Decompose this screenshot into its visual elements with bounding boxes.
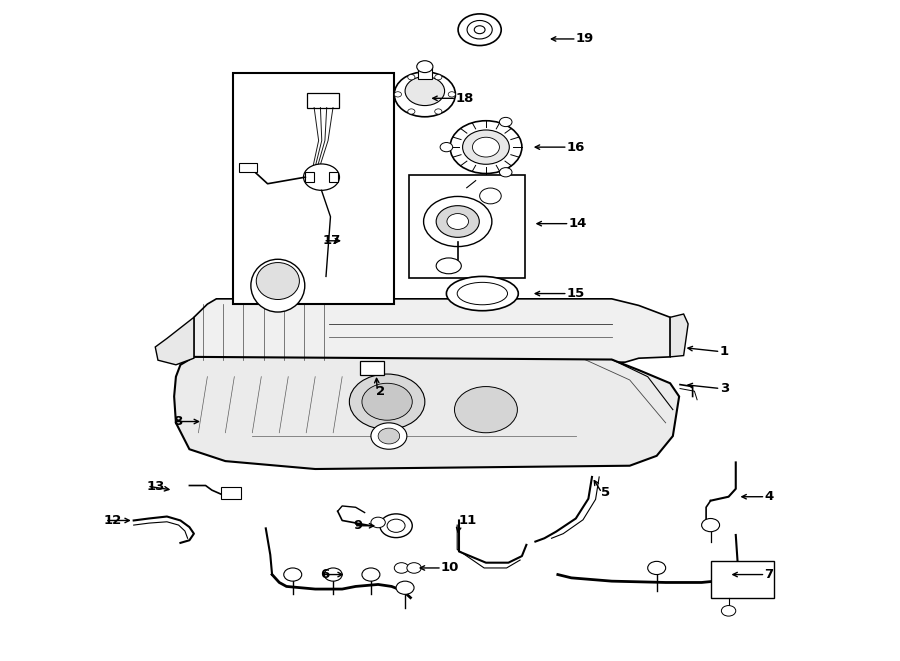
Text: 17: 17: [322, 234, 340, 247]
Text: 2: 2: [376, 385, 385, 398]
Text: 15: 15: [567, 287, 585, 300]
Text: 7: 7: [764, 568, 774, 581]
Circle shape: [371, 517, 385, 527]
Bar: [360, 361, 383, 375]
Text: 6: 6: [320, 568, 329, 581]
Circle shape: [447, 214, 469, 229]
Circle shape: [324, 568, 342, 581]
Text: 11: 11: [459, 514, 477, 527]
Text: 3: 3: [720, 382, 729, 395]
Text: 9: 9: [353, 520, 362, 532]
Circle shape: [371, 423, 407, 449]
Circle shape: [464, 15, 496, 39]
Circle shape: [474, 26, 485, 34]
Bar: [305, 172, 314, 182]
Ellipse shape: [457, 282, 508, 305]
Circle shape: [303, 164, 339, 190]
Bar: [418, 67, 432, 79]
Circle shape: [472, 137, 500, 157]
Bar: [328, 172, 338, 182]
Polygon shape: [194, 299, 670, 362]
Circle shape: [408, 75, 415, 80]
Circle shape: [458, 14, 501, 46]
Polygon shape: [670, 314, 688, 357]
Bar: [711, 561, 773, 598]
Circle shape: [440, 143, 453, 152]
Circle shape: [417, 61, 433, 73]
Circle shape: [380, 514, 412, 537]
Circle shape: [454, 387, 518, 433]
Circle shape: [702, 518, 720, 531]
Text: 5: 5: [601, 486, 610, 499]
Circle shape: [500, 118, 512, 127]
Circle shape: [435, 109, 442, 114]
Text: 10: 10: [441, 561, 459, 574]
Bar: [409, 175, 526, 278]
Text: 12: 12: [104, 514, 122, 527]
Circle shape: [407, 563, 421, 573]
Ellipse shape: [251, 259, 305, 312]
Circle shape: [448, 92, 455, 97]
Polygon shape: [156, 317, 194, 365]
Circle shape: [362, 383, 412, 420]
Circle shape: [424, 196, 492, 247]
Circle shape: [722, 605, 736, 616]
Circle shape: [436, 206, 480, 237]
Text: 14: 14: [569, 217, 587, 230]
Circle shape: [467, 20, 492, 39]
Circle shape: [378, 428, 400, 444]
Circle shape: [500, 168, 512, 177]
Circle shape: [387, 519, 405, 532]
Bar: [238, 163, 256, 172]
Circle shape: [396, 581, 414, 594]
Text: 16: 16: [567, 141, 585, 153]
Circle shape: [463, 130, 509, 165]
Polygon shape: [174, 357, 680, 469]
Bar: [220, 487, 240, 498]
Circle shape: [394, 92, 401, 97]
Circle shape: [284, 568, 302, 581]
Circle shape: [450, 121, 522, 174]
Circle shape: [480, 188, 501, 204]
Circle shape: [349, 374, 425, 430]
Text: 13: 13: [147, 480, 165, 492]
Circle shape: [435, 75, 442, 80]
Circle shape: [362, 568, 380, 581]
Bar: [307, 93, 339, 108]
Circle shape: [394, 72, 455, 117]
Circle shape: [405, 77, 445, 106]
Text: 1: 1: [720, 345, 729, 358]
Ellipse shape: [446, 276, 518, 311]
Ellipse shape: [256, 262, 300, 299]
Text: 18: 18: [455, 92, 473, 105]
Text: 8: 8: [173, 415, 183, 428]
Circle shape: [648, 561, 666, 574]
Text: 4: 4: [764, 490, 774, 503]
Text: 19: 19: [576, 32, 594, 46]
Ellipse shape: [436, 258, 462, 274]
Circle shape: [408, 109, 415, 114]
Bar: [232, 73, 394, 304]
Circle shape: [394, 563, 409, 573]
